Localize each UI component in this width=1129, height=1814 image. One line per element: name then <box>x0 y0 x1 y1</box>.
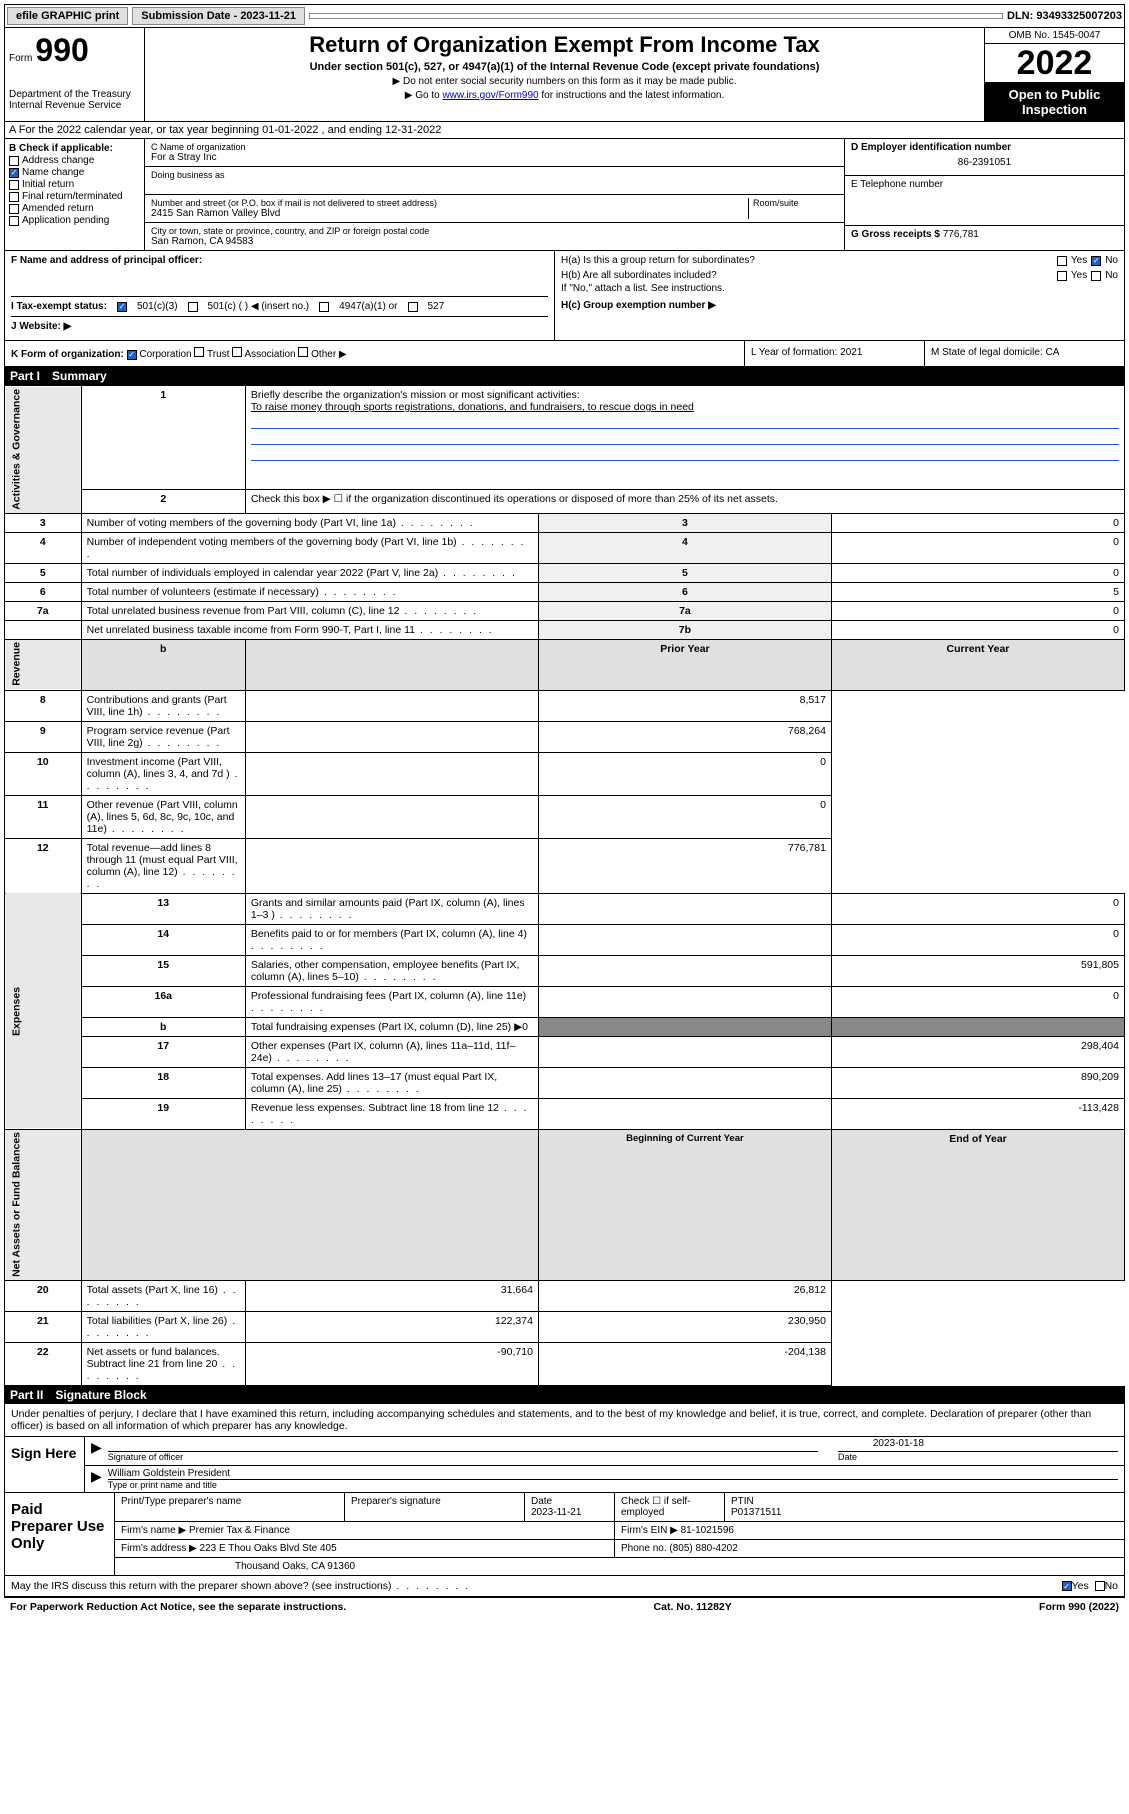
sign-here-label: Sign Here <box>5 1437 85 1492</box>
sig-date-label: Date <box>838 1452 857 1462</box>
section-h: H(a) Is this a group return for subordin… <box>555 251 1124 340</box>
mission-text: To raise money through sports registrati… <box>251 401 1119 413</box>
ha-no-checkbox[interactable]: ✓ <box>1091 256 1101 266</box>
inspection-badge: Open to Public Inspection <box>985 83 1124 121</box>
officer-name-label: Type or print name and title <box>108 1479 1118 1490</box>
trust-checkbox[interactable] <box>194 347 204 357</box>
q1-label: Briefly describe the organization's miss… <box>251 389 1119 401</box>
section-j: J Website: ▶ <box>11 316 548 336</box>
form-subtitle: Under section 501(c), 527, or 4947(a)(1)… <box>149 61 980 73</box>
4947-checkbox[interactable] <box>319 302 329 312</box>
discuss-row: May the IRS discuss this return with the… <box>4 1576 1125 1597</box>
firm-ein: 81-1021596 <box>681 1525 734 1536</box>
gross-receipts: 776,781 <box>943 229 979 240</box>
dln-label: DLN: 93493325007203 <box>1007 10 1122 22</box>
prep-date: 2023-11-21 <box>531 1507 608 1518</box>
firm-name: Premier Tax & Finance <box>189 1525 290 1536</box>
form-note1: ▶ Do not enter social security numbers o… <box>149 76 980 87</box>
firm-address: 223 E Thou Oaks Blvd Ste 405 <box>200 1543 337 1554</box>
efile-print-button[interactable]: efile GRAPHIC print <box>7 7 128 25</box>
org-name-cell: C Name of organization For a Stray Inc <box>145 139 844 167</box>
prep-name-label: Print/Type preparer's name <box>115 1493 345 1521</box>
hb-yes-checkbox[interactable] <box>1057 271 1067 281</box>
discuss-no-checkbox[interactable] <box>1095 1581 1105 1591</box>
irs-link[interactable]: www.irs.gov/Form990 <box>442 90 538 101</box>
hb-no-checkbox[interactable] <box>1091 271 1101 281</box>
section-f: F Name and address of principal officer:… <box>5 251 555 340</box>
form-title: Return of Organization Exempt From Incom… <box>149 32 980 58</box>
tel-cell: E Telephone number <box>845 176 1124 226</box>
side-revenue: Revenue <box>5 639 82 690</box>
summary-table: Activities & Governance 1 Briefly descri… <box>4 385 1125 1386</box>
form-prefix: Form <box>9 53 32 64</box>
section-l: L Year of formation: 2021 <box>744 341 924 366</box>
section-a: A For the 2022 calendar year, or tax yea… <box>4 122 1125 139</box>
org-name: For a Stray Inc <box>151 152 838 163</box>
form-header: Form 990 Department of the Treasury Inte… <box>4 28 1125 122</box>
paid-preparer-label: Paid Preparer Use Only <box>5 1493 115 1575</box>
section-m: M State of legal domicile: CA <box>924 341 1124 366</box>
firm-city: Thousand Oaks, CA 91360 <box>115 1558 1124 1575</box>
form-number: 990 <box>35 32 88 68</box>
ein-value: 86-2391051 <box>851 153 1118 172</box>
omb-number: OMB No. 1545-0047 <box>985 28 1124 44</box>
ha-yes-checkbox[interactable] <box>1057 256 1067 266</box>
irs-label: Internal Revenue Service <box>9 100 140 111</box>
other-checkbox[interactable] <box>298 347 308 357</box>
hdr-end: End of Year <box>831 1129 1124 1281</box>
hdr-current: Current Year <box>831 639 1124 690</box>
spacer <box>309 13 1003 19</box>
colb-check-1[interactable]: ✓Name change <box>9 167 140 178</box>
colb-check-4[interactable]: Amended return <box>9 203 140 214</box>
q2-label: Check this box ▶ ☐ if the organization d… <box>245 489 1124 513</box>
form-note2: ▶ Go to www.irs.gov/Form990 for instruct… <box>149 90 980 101</box>
prep-sig-label: Preparer's signature <box>345 1493 525 1521</box>
dept-label: Department of the Treasury <box>9 89 140 100</box>
501c-checkbox[interactable] <box>188 302 198 312</box>
col-b-checkboxes: B Check if applicable: Address change✓Na… <box>5 139 145 250</box>
hdr-prior: Prior Year <box>538 639 831 690</box>
527-checkbox[interactable] <box>408 302 418 312</box>
org-city: San Ramon, CA 94583 <box>151 236 838 247</box>
colb-check-3[interactable]: Final return/terminated <box>9 191 140 202</box>
ptin-value: P01371511 <box>731 1507 1118 1518</box>
firm-phone: (805) 880-4202 <box>669 1543 737 1554</box>
colb-check-5[interactable]: Application pending <box>9 215 140 226</box>
ein-cell: D Employer identification number 86-2391… <box>845 139 1124 176</box>
tax-year: 2022 <box>985 44 1124 83</box>
sig-intro: Under penalties of perjury, I declare th… <box>5 1404 1124 1437</box>
dba-cell: Doing business as <box>145 167 844 195</box>
page-footer: For Paperwork Reduction Act Notice, see … <box>4 1597 1125 1616</box>
side-governance: Activities & Governance <box>5 386 82 514</box>
501c3-checkbox[interactable]: ✓ <box>117 302 127 312</box>
submission-date-button[interactable]: Submission Date - 2023-11-21 <box>132 7 305 25</box>
officer-name: William Goldstein President <box>108 1468 1118 1479</box>
org-address: 2415 San Ramon Valley Blvd <box>151 208 748 219</box>
side-netassets: Net Assets or Fund Balances <box>5 1129 82 1281</box>
address-cell: Number and street (or P.O. box if mail i… <box>145 195 844 223</box>
self-employed-check[interactable]: Check ☐ if self-employed <box>615 1493 725 1521</box>
colb-check-2[interactable]: Initial return <box>9 179 140 190</box>
discuss-yes-checkbox[interactable]: ✓ <box>1062 1581 1072 1591</box>
topbar: efile GRAPHIC print Submission Date - 20… <box>4 4 1125 28</box>
section-i-label: I Tax-exempt status: <box>11 301 107 312</box>
hdr-begin: Beginning of Current Year <box>538 1129 831 1281</box>
corp-checkbox[interactable]: ✓ <box>127 350 137 360</box>
city-cell: City or town, state or province, country… <box>145 223 844 250</box>
section-k: K Form of organization: ✓ Corporation Tr… <box>5 341 744 366</box>
part2-header: Part IISignature Block <box>4 1386 1125 1404</box>
gross-cell: G Gross receipts $ 776,781 <box>845 226 1124 243</box>
col-b-label: B Check if applicable: <box>9 143 140 154</box>
part1-header: Part ISummary <box>4 367 1125 385</box>
sig-officer-label: Signature of officer <box>108 1452 183 1462</box>
colb-check-0[interactable]: Address change <box>9 155 140 166</box>
assoc-checkbox[interactable] <box>232 347 242 357</box>
